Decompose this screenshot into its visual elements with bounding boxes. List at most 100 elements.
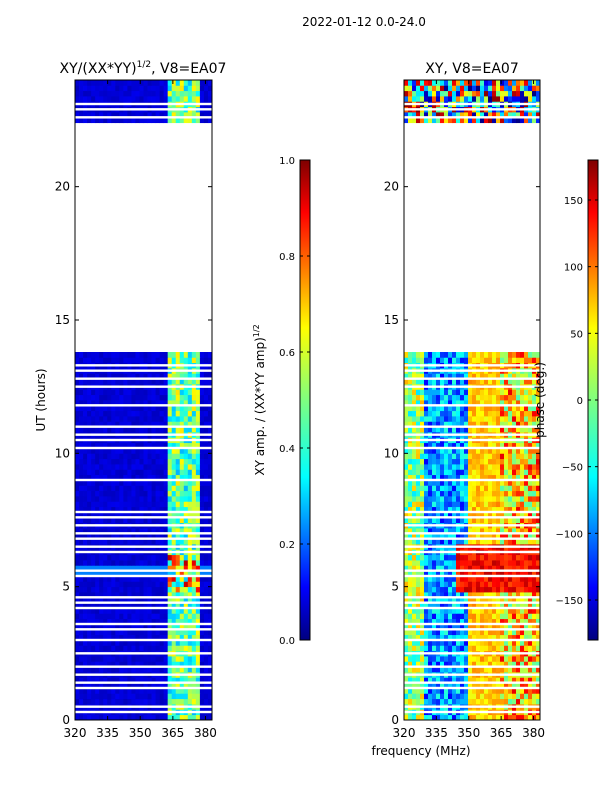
heatmap-cell (420, 613, 424, 619)
heatmap-cell (408, 496, 412, 502)
heatmap-cell (504, 613, 508, 619)
heatmap-cell (412, 560, 416, 566)
heatmap-cell (524, 555, 528, 561)
heatmap-cell (103, 491, 107, 497)
heatmap-cell (452, 645, 456, 651)
heatmap-cell (184, 96, 188, 102)
heatmap-cell (488, 411, 492, 417)
heatmap-cell (87, 496, 91, 502)
heatmap-cell (172, 555, 176, 561)
heatmap-cell (444, 491, 448, 497)
heatmap-cell (139, 416, 143, 422)
heatmap-cell (532, 485, 536, 491)
heatmap-cell (75, 645, 79, 651)
heatmap-cell (512, 395, 516, 401)
heatmap-cell (444, 587, 448, 593)
heatmap-cell (131, 613, 135, 619)
heatmap-cell (144, 656, 148, 662)
heatmap-cell (456, 485, 460, 491)
heatmap-cell (200, 96, 204, 102)
heatmap-cell (87, 80, 91, 86)
heatmap-cell (424, 491, 428, 497)
heatmap-cell (504, 656, 508, 662)
heatmap-cell (115, 656, 119, 662)
heatmap-cell (412, 357, 416, 363)
heatmap-cell (416, 587, 420, 593)
heatmap-cell (156, 459, 160, 465)
heatmap-cell (408, 485, 412, 491)
heatmap-cell (111, 459, 115, 465)
heatmap-cell (488, 645, 492, 651)
heatmap-cell (472, 411, 476, 417)
heatmap-cell (87, 453, 91, 459)
heatmap-cell (75, 693, 79, 699)
heatmap-cell (111, 699, 115, 705)
heatmap-cell (180, 485, 184, 491)
heatmap-cell (440, 613, 444, 619)
heatmap-cell (204, 459, 208, 465)
heatmap-cell (424, 613, 428, 619)
heatmap-cell (456, 560, 460, 566)
heatmap-cell (123, 555, 127, 561)
heatmap-cell (107, 485, 111, 491)
heatmap-cell (107, 560, 111, 566)
heatmap-cell (91, 389, 95, 395)
heatmap-cell (103, 560, 107, 566)
heatmap-cell (164, 357, 168, 363)
heatmap-cell (516, 587, 520, 593)
heatmap-cell (139, 560, 143, 566)
heatmap-cell (156, 656, 160, 662)
heatmap-cell (188, 411, 192, 417)
heatmap-cell (156, 453, 160, 459)
heatmap-cell (508, 581, 512, 587)
heatmap-cell (452, 555, 456, 561)
flagged-time-gap (75, 652, 212, 654)
heatmap-cell (115, 389, 119, 395)
heatmap-cell (79, 555, 83, 561)
heatmap-cell (204, 453, 208, 459)
heatmap-cell (532, 469, 536, 475)
heatmap-cell (127, 85, 131, 91)
heatmap-cell (79, 464, 83, 470)
heatmap-cell (528, 453, 532, 459)
heatmap-cell (152, 453, 156, 459)
heatmap-cell (87, 613, 91, 619)
heatmap-cell (131, 459, 135, 465)
heatmap-cell (476, 645, 480, 651)
heatmap-cell (500, 389, 504, 395)
heatmap-cell (196, 357, 200, 363)
heatmap-cell (460, 613, 464, 619)
heatmap-cell (528, 389, 532, 395)
heatmap-cell (512, 469, 516, 475)
heatmap-cell (528, 395, 532, 401)
heatmap-cell (456, 416, 460, 422)
heatmap-cell (188, 389, 192, 395)
heatmap-cell (520, 411, 524, 417)
flagged-time-gap (75, 385, 212, 387)
heatmap-cell (456, 581, 460, 587)
heatmap-cell (488, 555, 492, 561)
heatmap-cell (460, 645, 464, 651)
heatmap-cell (528, 693, 532, 699)
heatmap-cell (492, 613, 496, 619)
heatmap-cell (127, 91, 131, 97)
heatmap-cell (500, 645, 504, 651)
heatmap-cell (520, 560, 524, 566)
heatmap-cell (188, 80, 192, 86)
heatmap-cell (456, 501, 460, 507)
heatmap-cell (504, 453, 508, 459)
heatmap-cell (123, 693, 127, 699)
heatmap-cell (168, 555, 172, 561)
heatmap-cell (460, 496, 464, 502)
y-tick-label: 10 (55, 446, 70, 460)
heatmap-cell (476, 459, 480, 465)
heatmap-cell (152, 464, 156, 470)
heatmap-cell (192, 85, 196, 91)
heatmap-cell (204, 352, 208, 358)
heatmap-cell (492, 656, 496, 662)
heatmap-cell (516, 411, 520, 417)
heatmap-cell (508, 496, 512, 502)
heatmap-cell (180, 85, 184, 91)
heatmap-cell (168, 453, 172, 459)
heatmap-cell (176, 693, 180, 699)
